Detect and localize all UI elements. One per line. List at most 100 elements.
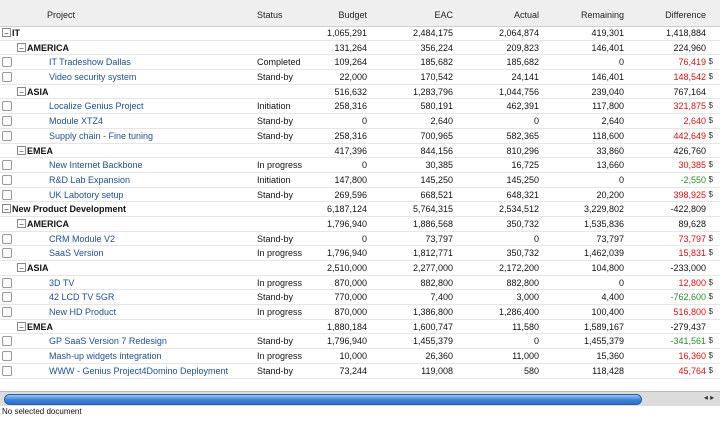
row-checkbox[interactable] (2, 116, 12, 127)
project-name-link[interactable]: 3D TV (49, 277, 75, 288)
header-project[interactable]: Project (47, 10, 76, 20)
table-row[interactable]: WWW - Genius Project4Domino Deployment St… (0, 364, 720, 379)
project-name-link[interactable]: Video security system (49, 72, 137, 83)
actual-cell: 882,800 (506, 277, 539, 288)
table-row[interactable]: 42 LCD TV 5GR Stand-by 770,000 7,400 3,000 4,… (0, 290, 720, 306)
table-row[interactable]: Localize Genius Project Initiation 258,316… (0, 99, 720, 115)
collapse-icon[interactable]: − (17, 218, 26, 229)
header-eac[interactable]: EAC (434, 10, 453, 20)
remaining-cell: 15,360 (596, 351, 624, 362)
table-row[interactable]: UK Labotory setup Stand-by 269,596 668,521 6… (0, 188, 720, 203)
row-checkbox[interactable] (2, 248, 12, 259)
currency-symbol: $ (708, 292, 713, 302)
group-name: AMERICA (27, 218, 69, 229)
row-checkbox[interactable] (2, 101, 12, 112)
scrollbar-thumb[interactable] (4, 394, 642, 405)
project-name-link[interactable]: 42 LCD TV 5GR (49, 292, 115, 303)
scroll-left-icon[interactable]: ◂ (703, 393, 708, 402)
table-row[interactable]: Mash-up widgets integration In progress 10… (0, 349, 720, 364)
table-row[interactable]: Module XTZ4 Stand-by 0 2,640 0 2,640 2,640 $ (0, 114, 720, 129)
group-row[interactable]: − ASIA 516,632 1,283,796 1,044,756 239,040 767… (0, 85, 720, 100)
table-row[interactable]: GP SaaS Version 7 Redesign Stand-by 1,796,… (0, 334, 720, 350)
row-checkbox[interactable] (2, 277, 12, 288)
group-row[interactable]: − AMERICA 131,264 356,224 209,823 146,401 224,… (0, 41, 720, 56)
actual-cell: 209,823 (506, 42, 539, 53)
project-name-link[interactable]: SaaS Version (49, 248, 104, 259)
table-row[interactable]: R&D Lab Expansion Initiation 147,800 145,25… (0, 173, 720, 188)
project-name-link[interactable]: Mash-up widgets integration (49, 351, 162, 362)
horizontal-scrollbar[interactable]: ◂ ▸ (0, 391, 720, 406)
eac-cell: 1,455,379 (412, 336, 453, 347)
eac-cell: 668,521 (420, 189, 453, 200)
group-row[interactable]: − AMERICA 1,796,940 1,886,568 350,732 1,535,8… (0, 217, 720, 232)
row-checkbox[interactable] (2, 130, 12, 141)
difference-cell: 76,419 (678, 57, 706, 68)
collapse-icon[interactable]: − (17, 145, 26, 156)
collapse-icon[interactable]: − (2, 204, 11, 214)
table-row[interactable]: New HD Product In progress 870,000 1,386,80… (0, 305, 720, 320)
table-row[interactable]: New Internet Backbone In progress 0 30,385 1… (0, 158, 720, 173)
project-name-link[interactable]: New Internet Backbone (49, 160, 143, 171)
header-difference[interactable]: Difference (665, 10, 706, 20)
actual-cell: 2,064,874 (498, 28, 539, 38)
row-checkbox[interactable] (2, 307, 12, 318)
group-row[interactable]: − EMEA 417,396 844,156 810,296 33,860 426,760 (0, 144, 720, 159)
difference-cell: 398,925 (673, 189, 706, 200)
collapse-icon[interactable]: − (17, 321, 26, 332)
group-row[interactable]: − ASIA 2,510,000 2,277,000 2,172,200 104,800 -… (0, 261, 720, 276)
group-row[interactable]: − EMEA 1,880,184 1,600,747 11,580 1,589,167 -2… (0, 320, 720, 335)
project-name-link[interactable]: WWW - Genius Project4Domino Deployment (49, 365, 229, 376)
table-row[interactable]: Supply chain - Fine tuning Stand-by 258,31… (0, 129, 720, 144)
collapse-icon[interactable]: − (17, 263, 26, 273)
header-remaining[interactable]: Remaining (580, 10, 624, 20)
budget-cell: 1,065,291 (326, 28, 367, 38)
project-name-link[interactable]: CRM Module V2 (49, 233, 116, 244)
budget-cell: 770,000 (334, 292, 367, 303)
row-checkbox[interactable] (2, 351, 12, 362)
project-name-link[interactable]: R&D Lab Expansion (49, 174, 131, 185)
status-cell: Stand-by (257, 292, 294, 303)
row-checkbox[interactable] (2, 336, 12, 347)
row-checkbox[interactable] (2, 72, 12, 83)
actual-cell: 810,296 (506, 145, 539, 156)
collapse-icon[interactable]: − (17, 86, 26, 97)
eac-cell: 2,277,000 (412, 263, 453, 273)
row-checkbox[interactable] (2, 233, 12, 244)
actual-cell: 1,044,756 (498, 86, 539, 97)
table-row[interactable]: CRM Module V2 Stand-by 0 73,797 0 73,797 73,79… (0, 232, 720, 247)
row-checkbox[interactable] (2, 189, 12, 200)
remaining-cell: 1,589,167 (583, 321, 624, 332)
project-name-link[interactable]: Localize Genius Project (49, 101, 144, 112)
header-budget[interactable]: Budget (338, 10, 367, 20)
group-row[interactable]: − New Product Development 6,187,124 5,764,3… (0, 202, 720, 217)
project-name-link[interactable]: UK Labotory setup (49, 189, 124, 200)
project-name-link[interactable]: New HD Product (49, 307, 117, 318)
row-checkbox[interactable] (2, 292, 12, 303)
project-name-link[interactable]: Supply chain - Fine tuning (49, 130, 154, 141)
budget-cell: 258,316 (334, 130, 367, 141)
table-row[interactable]: Video security system Stand-by 22,000 170,5… (0, 70, 720, 85)
table-row[interactable]: 3D TV In progress 870,000 882,800 882,800 0 12… (0, 276, 720, 291)
scroll-right-icon[interactable]: ▸ (710, 393, 715, 402)
table-row[interactable]: IT Tradeshow Dallas Completed 109,264 185,6… (0, 55, 720, 71)
eac-cell: 119,008 (421, 365, 453, 376)
collapse-icon[interactable]: − (17, 42, 26, 53)
row-checkbox[interactable] (2, 174, 12, 185)
budget-cell: 2,510,000 (326, 263, 367, 273)
row-checkbox[interactable] (2, 160, 12, 171)
row-checkbox[interactable] (2, 365, 12, 376)
budget-cell: 6,187,124 (326, 204, 367, 215)
collapse-icon[interactable]: − (2, 28, 11, 38)
currency-symbol: $ (708, 160, 713, 170)
table-row[interactable]: SaaS Version In progress 1,796,940 1,812,77… (0, 246, 720, 261)
group-row[interactable]: − IT 1,065,291 2,484,175 2,064,874 419,301 1,4… (0, 26, 720, 41)
project-name-link[interactable]: Module XTZ4 (49, 116, 104, 127)
row-checkbox[interactable] (2, 57, 12, 68)
project-name-link[interactable]: IT Tradeshow Dallas (49, 57, 131, 68)
scroll-arrows[interactable]: ◂ ▸ (698, 393, 720, 404)
project-name-link[interactable]: GP SaaS Version 7 Redesign (49, 336, 167, 347)
actual-cell: 0 (533, 233, 539, 244)
actual-cell: 462,391 (506, 101, 539, 112)
header-actual[interactable]: Actual (513, 10, 539, 20)
header-status[interactable]: Status (257, 10, 283, 20)
